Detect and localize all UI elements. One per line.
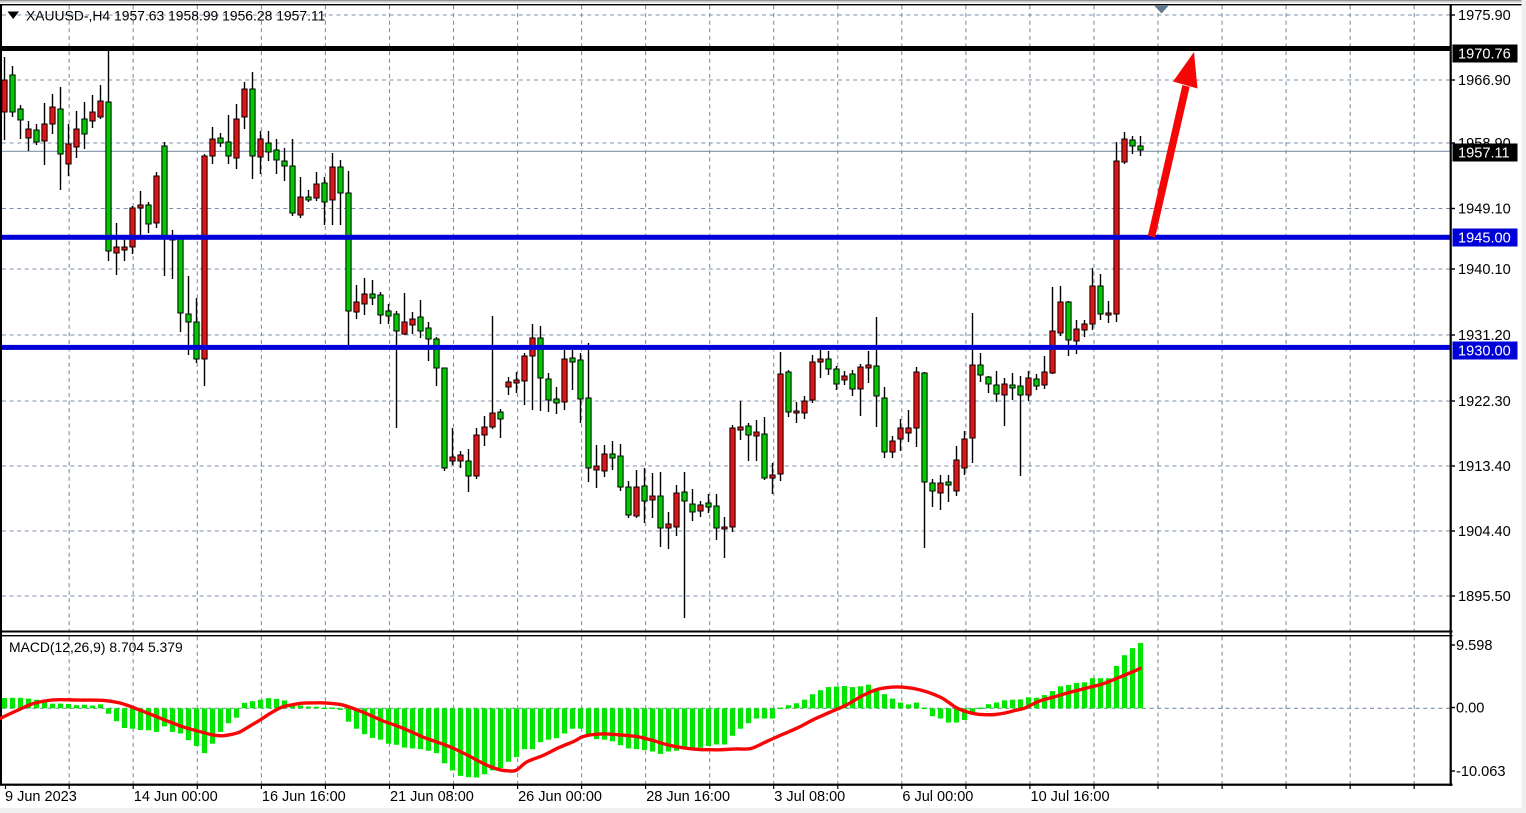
svg-text:28 Jun 16:00: 28 Jun 16:00	[646, 789, 730, 805]
svg-text:1895.50: 1895.50	[1458, 589, 1511, 605]
svg-text:-10.063: -10.063	[1456, 764, 1506, 780]
svg-text:1930.00: 1930.00	[1458, 344, 1511, 360]
svg-text:1913.40: 1913.40	[1458, 459, 1511, 475]
svg-text:9.598: 9.598	[1456, 638, 1493, 654]
svg-text:3 Jul 08:00: 3 Jul 08:00	[774, 789, 845, 805]
svg-text:XAUUSD-,H4 1957.63 1958.99 19: XAUUSD-,H4 1957.63 1958.99 1956.28 1957.…	[26, 8, 326, 24]
svg-text:1931.20: 1931.20	[1458, 328, 1511, 344]
svg-text:6 Jul 00:00: 6 Jul 00:00	[902, 789, 973, 805]
svg-text:MACD(12,26,9) 8.704 5.379: MACD(12,26,9) 8.704 5.379	[9, 639, 183, 655]
svg-text:10 Jul 16:00: 10 Jul 16:00	[1031, 789, 1110, 805]
svg-text:16 Jun 16:00: 16 Jun 16:00	[262, 789, 346, 805]
svg-text:14 Jun 00:00: 14 Jun 00:00	[134, 789, 218, 805]
svg-text:26 Jun 00:00: 26 Jun 00:00	[518, 789, 602, 805]
svg-text:1975.90: 1975.90	[1458, 8, 1511, 24]
svg-text:1904.40: 1904.40	[1458, 524, 1511, 540]
svg-text:1970.76: 1970.76	[1458, 47, 1511, 63]
svg-text:0.00: 0.00	[1456, 701, 1484, 717]
svg-text:21 Jun 08:00: 21 Jun 08:00	[390, 789, 474, 805]
svg-text:1945.00: 1945.00	[1458, 231, 1511, 247]
svg-text:1949.10: 1949.10	[1458, 202, 1511, 218]
svg-text:1957.11: 1957.11	[1458, 146, 1510, 162]
svg-text:1940.10: 1940.10	[1458, 262, 1511, 278]
svg-text:9 Jun 2023: 9 Jun 2023	[5, 789, 77, 805]
svg-text:1922.30: 1922.30	[1458, 394, 1511, 410]
svg-text:1966.90: 1966.90	[1458, 73, 1511, 89]
